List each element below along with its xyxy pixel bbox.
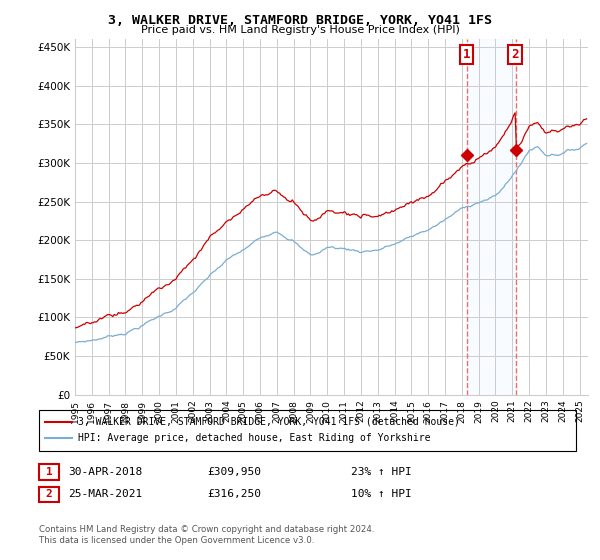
Text: Price paid vs. HM Land Registry's House Price Index (HPI): Price paid vs. HM Land Registry's House … [140, 25, 460, 35]
Text: 25-MAR-2021: 25-MAR-2021 [68, 489, 142, 500]
Text: 1: 1 [46, 467, 53, 477]
Text: 2: 2 [512, 48, 519, 61]
Text: HPI: Average price, detached house, East Riding of Yorkshire: HPI: Average price, detached house, East… [78, 433, 431, 444]
Text: £316,250: £316,250 [207, 489, 261, 500]
Text: 2: 2 [46, 489, 53, 500]
Text: £309,950: £309,950 [207, 467, 261, 477]
Bar [467, 39, 516, 395]
Text: 3, WALKER DRIVE, STAMFORD BRIDGE, YORK, YO41 1FS (detached house): 3, WALKER DRIVE, STAMFORD BRIDGE, YORK, … [78, 417, 460, 427]
Text: Contains HM Land Registry data © Crown copyright and database right 2024.
This d: Contains HM Land Registry data © Crown c… [39, 525, 374, 545]
Text: 10% ↑ HPI: 10% ↑ HPI [351, 489, 412, 500]
Text: 1: 1 [463, 48, 470, 61]
Text: 30-APR-2018: 30-APR-2018 [68, 467, 142, 477]
Text: 23% ↑ HPI: 23% ↑ HPI [351, 467, 412, 477]
Text: 3, WALKER DRIVE, STAMFORD BRIDGE, YORK, YO41 1FS: 3, WALKER DRIVE, STAMFORD BRIDGE, YORK, … [108, 14, 492, 27]
